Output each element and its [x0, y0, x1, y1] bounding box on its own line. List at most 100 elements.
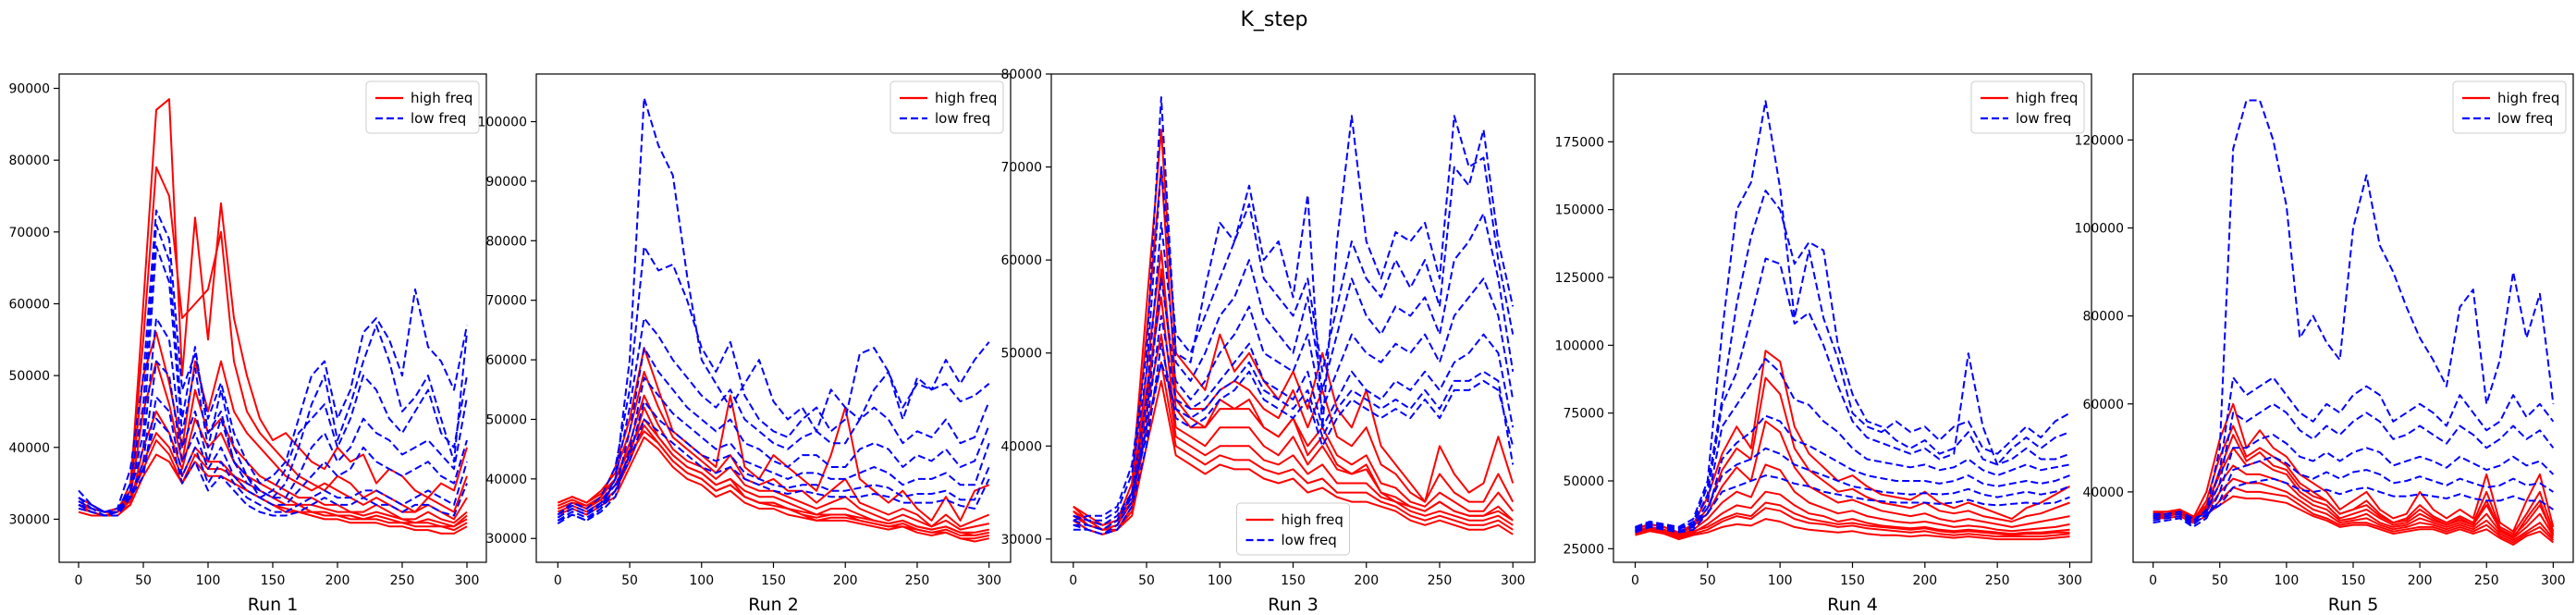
y-tick-label: 125000 [1555, 271, 1604, 286]
low-freq-line [1073, 361, 1515, 526]
y-tick-label: 50000 [8, 369, 50, 384]
y-tick-label: 25000 [1563, 542, 1604, 557]
y-tick-label: 40000 [485, 473, 527, 487]
y-tick-label: 60000 [1000, 253, 1042, 268]
low-freq-line [1073, 96, 1515, 522]
legend-high-label: high freq [935, 90, 997, 106]
y-tick-label: 40000 [2082, 486, 2124, 500]
x-tick-label: 150 [1840, 573, 1865, 588]
x-tick-label: 150 [2341, 573, 2366, 588]
low-freq-line [1635, 447, 2070, 530]
x-axis-label: Run 1 [248, 595, 299, 615]
x-tick-label: 200 [833, 573, 858, 588]
low-freq-line [2153, 434, 2555, 528]
x-tick-label: 0 [554, 573, 562, 588]
y-tick-label: 75000 [1563, 407, 1604, 422]
legend-box [889, 80, 1004, 134]
y-tick-label: 30000 [8, 512, 50, 527]
subplot-5: 0 50 100 150 200 250 300 40000 60000 80000 100000 1… [2075, 73, 2574, 615]
x-tick-label: 300 [1501, 573, 1526, 588]
legend-low-label: low freq [935, 110, 990, 127]
y-tick-label: 175000 [1555, 135, 1604, 150]
y-tick-label: 60000 [8, 297, 50, 312]
legend: high freq low freq [1970, 80, 2085, 134]
figure-suptitle: K_step [1240, 8, 1307, 31]
low-freq-line [1635, 474, 2070, 528]
legend-box [2452, 80, 2567, 134]
low-freq-line [78, 245, 468, 517]
y-tick-label: 50000 [485, 412, 527, 427]
low-freq-line [1073, 277, 1515, 535]
x-tick-label: 0 [1631, 573, 1639, 588]
x-tick-label: 100 [196, 573, 221, 588]
x-tick-label: 250 [1428, 573, 1453, 588]
low-freq-line [557, 347, 990, 522]
subplot-2: 0 50 100 150 200 250 300 30000 40000 50000 60000 70… [478, 73, 1012, 615]
y-tick-label: 40000 [1000, 439, 1042, 454]
y-tick-label: 100000 [1555, 338, 1604, 353]
low-freq-line [78, 224, 468, 513]
x-tick-label: 250 [1985, 573, 2010, 588]
low-freq-line [1073, 212, 1515, 531]
low-freq-line [557, 418, 990, 516]
x-tick-label: 0 [1069, 573, 1077, 588]
high-freq-line [2153, 477, 2555, 542]
y-tick-label: 70000 [1000, 161, 1042, 176]
y-tick-label: 40000 [8, 441, 50, 456]
x-tick-label: 0 [75, 573, 83, 588]
x-tick-label: 300 [976, 573, 1001, 588]
legend-low-label: low freq [1282, 532, 1337, 548]
subplot-3: 0 50 100 150 200 250 300 30000 40000 50000 60000 70… [1000, 68, 1536, 615]
y-tick-label: 60000 [2082, 398, 2124, 412]
high-freq-line [557, 418, 989, 536]
legend: high freq low freq [365, 80, 480, 134]
low-freq-line [1073, 314, 1515, 531]
y-tick-label: 60000 [485, 353, 527, 368]
x-tick-label: 100 [1208, 573, 1233, 588]
low-freq-line [557, 317, 990, 519]
high-freq-line [78, 166, 468, 513]
x-tick-label: 150 [1281, 573, 1306, 588]
high-freq-line [1635, 507, 2070, 539]
legend-low-label: low freq [2016, 110, 2071, 127]
y-tick-label: 100000 [2075, 221, 2124, 236]
y-tick-label: 90000 [8, 82, 50, 97]
low-freq-line [2153, 99, 2555, 524]
x-tick-label: 250 [2474, 573, 2499, 588]
high-freq-line [1635, 501, 2070, 538]
high-freq-line [1635, 350, 2070, 534]
high-freq-line [1635, 463, 2070, 536]
x-tick-label: 0 [2149, 573, 2157, 588]
x-tick-label: 250 [905, 573, 930, 588]
y-tick-label: 100000 [478, 116, 527, 130]
subplot-4: 0 50 100 150 200 250 300 25000 50000 75000 100000 1… [1555, 73, 2092, 615]
low-freq-line [2153, 376, 2555, 526]
y-tick-label: 30000 [485, 532, 527, 547]
legend-high-label: high freq [1282, 511, 1343, 528]
y-tick-label: 80000 [8, 154, 50, 168]
x-tick-label: 100 [689, 573, 714, 588]
low-freq-line [1635, 190, 2070, 531]
plot-area [1635, 100, 2070, 541]
x-axis-label: Run 3 [1268, 595, 1319, 615]
x-tick-label: 50 [1138, 573, 1155, 588]
y-tick-label: 70000 [8, 226, 50, 240]
legend-low-label: low freq [411, 110, 466, 127]
low-freq-line [78, 209, 468, 513]
low-freq-line [2153, 477, 2554, 520]
plot-area [1073, 96, 1515, 535]
low-freq-line [78, 360, 468, 517]
y-tick-label: 50000 [1000, 347, 1042, 362]
x-tick-label: 50 [1699, 573, 1716, 588]
legend-high-label: high freq [411, 90, 472, 106]
low-freq-line [557, 245, 990, 516]
low-freq-line [557, 400, 990, 519]
high-freq-line [557, 436, 989, 540]
y-tick-label: 50000 [1563, 474, 1604, 489]
y-tick-label: 80000 [2082, 310, 2124, 325]
x-tick-label: 50 [621, 573, 638, 588]
x-axis-label: Run 5 [2328, 595, 2379, 615]
x-tick-label: 50 [2212, 573, 2228, 588]
x-tick-label: 200 [325, 573, 350, 588]
